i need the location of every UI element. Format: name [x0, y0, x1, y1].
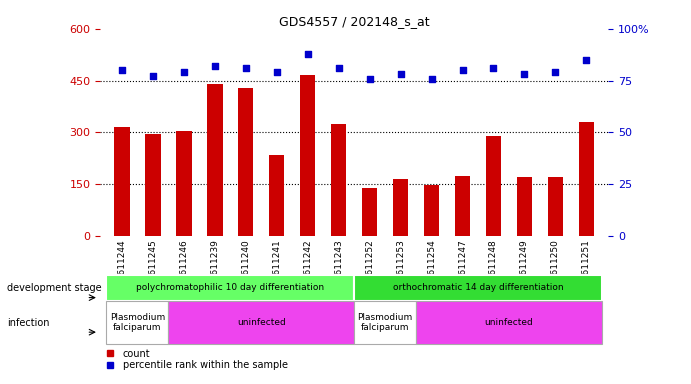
Bar [300, 75, 315, 236]
Point [488, 65, 499, 71]
Point [457, 67, 468, 73]
Bar [424, 185, 439, 236]
Bar [354, 301, 416, 344]
Point [519, 71, 530, 78]
Point [395, 71, 406, 78]
Point [333, 65, 344, 71]
Bar [114, 127, 130, 236]
Bar [416, 301, 602, 344]
Point [209, 63, 220, 69]
Point [240, 65, 252, 71]
Bar [455, 176, 471, 236]
Bar [238, 88, 254, 236]
Text: Plasmodium
falciparum: Plasmodium falciparum [357, 313, 413, 332]
Point [302, 51, 313, 57]
Bar [106, 301, 169, 344]
Text: Plasmodium
falciparum: Plasmodium falciparum [110, 313, 165, 332]
Bar [145, 134, 160, 236]
Bar [331, 124, 346, 236]
Point [116, 67, 127, 73]
Legend: count, percentile rank within the sample: count, percentile rank within the sample [105, 349, 287, 371]
Text: polychromatophilic 10 day differentiation: polychromatophilic 10 day differentiatio… [136, 283, 324, 293]
Text: uninfected: uninfected [484, 318, 533, 327]
Text: development stage: development stage [7, 283, 102, 293]
Text: orthochromatic 14 day differentiation: orthochromatic 14 day differentiation [392, 283, 563, 293]
Point [147, 73, 158, 79]
Bar [269, 155, 285, 236]
Bar [354, 275, 602, 301]
Bar [486, 136, 501, 236]
Bar [517, 177, 532, 236]
Bar [362, 188, 377, 236]
Bar [106, 275, 354, 301]
Point [581, 57, 592, 63]
Bar [548, 177, 563, 236]
Point [426, 76, 437, 82]
Point [550, 69, 561, 75]
Bar [169, 301, 354, 344]
Title: GDS4557 / 202148_s_at: GDS4557 / 202148_s_at [279, 15, 429, 28]
Point [178, 69, 189, 75]
Bar [393, 179, 408, 236]
Bar [207, 84, 223, 236]
Point [364, 76, 375, 82]
Text: infection: infection [7, 318, 50, 328]
Bar [578, 122, 594, 236]
Bar [176, 131, 191, 236]
Text: uninfected: uninfected [237, 318, 285, 327]
Point [271, 69, 282, 75]
